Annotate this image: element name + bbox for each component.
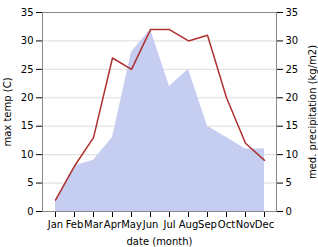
svg-text:Nov: Nov (236, 219, 256, 230)
svg-text:5: 5 (286, 177, 292, 188)
svg-text:15: 15 (286, 120, 299, 131)
svg-text:0: 0 (286, 206, 292, 217)
svg-text:35: 35 (21, 7, 34, 18)
svg-text:Jul: Jul (162, 219, 175, 230)
svg-text:max temp (C): max temp (C) (2, 77, 13, 146)
svg-text:date (month): date (month) (127, 236, 193, 247)
svg-text:25: 25 (21, 64, 34, 75)
svg-text:0: 0 (27, 206, 33, 217)
svg-text:med. precipitation (kg/m2): med. precipitation (kg/m2) (307, 45, 318, 179)
svg-text:20: 20 (286, 92, 299, 103)
svg-text:Apr: Apr (104, 219, 122, 230)
svg-text:Oct: Oct (218, 219, 235, 230)
svg-text:5: 5 (27, 177, 33, 188)
svg-text:Mar: Mar (84, 219, 104, 230)
svg-text:30: 30 (21, 35, 34, 46)
svg-text:20: 20 (21, 92, 34, 103)
svg-text:Dec: Dec (255, 219, 274, 230)
svg-text:Aug: Aug (179, 219, 199, 230)
svg-text:35: 35 (286, 7, 299, 18)
svg-text:15: 15 (21, 120, 34, 131)
svg-text:Feb: Feb (66, 219, 84, 230)
svg-text:Jun: Jun (142, 219, 159, 230)
svg-text:Sep: Sep (198, 219, 217, 230)
svg-text:10: 10 (21, 149, 34, 160)
svg-text:10: 10 (286, 149, 299, 160)
svg-text:May: May (121, 219, 142, 230)
svg-text:Jan: Jan (47, 219, 63, 230)
svg-text:30: 30 (286, 35, 299, 46)
svg-text:25: 25 (286, 64, 299, 75)
